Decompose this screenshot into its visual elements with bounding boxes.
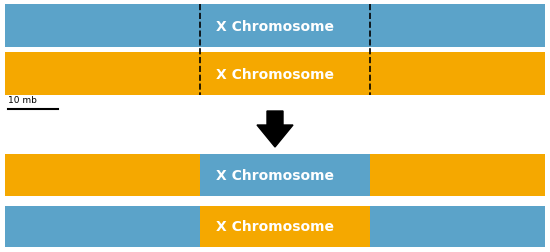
Bar <box>5 5 545 48</box>
Text: 10 mb: 10 mb <box>8 96 37 105</box>
Bar <box>5 53 545 96</box>
Bar <box>5 206 545 247</box>
Bar <box>200 154 370 196</box>
Bar <box>200 206 370 247</box>
Text: X Chromosome: X Chromosome <box>216 220 334 234</box>
Bar <box>5 154 545 196</box>
Text: X Chromosome: X Chromosome <box>216 67 334 81</box>
Text: X Chromosome: X Chromosome <box>216 19 334 33</box>
Polygon shape <box>257 112 293 147</box>
Text: X Chromosome: X Chromosome <box>216 168 334 182</box>
